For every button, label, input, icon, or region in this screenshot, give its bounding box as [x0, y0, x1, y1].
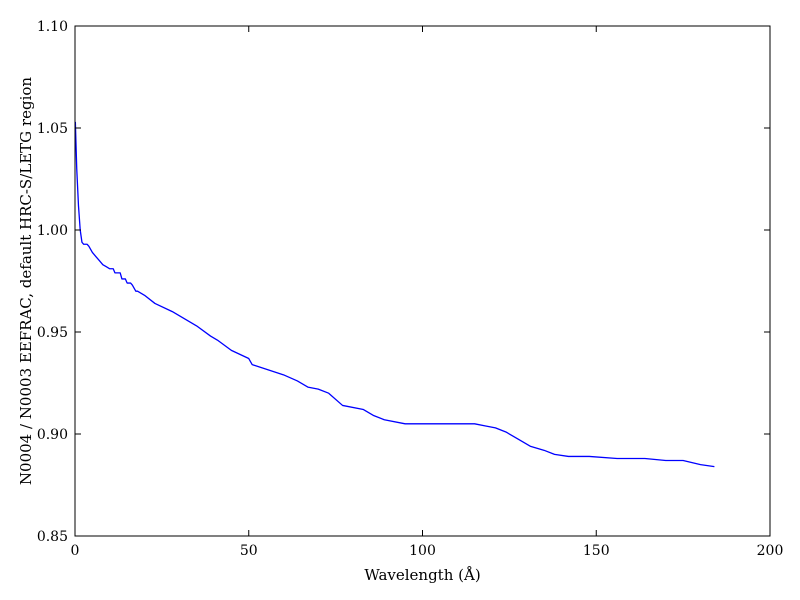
y-tick-label: 1.00: [37, 223, 68, 239]
tick-labels: 0 50 100 150 200 0.85 0.90 0.95 1.00 1.05 1.10: [37, 19, 784, 559]
axes-frame: [74, 25, 771, 537]
x-tick-label: 100: [409, 543, 436, 559]
x-tick-label: 200: [757, 543, 784, 559]
y-tick-label: 1.05: [37, 121, 68, 137]
y-tick-label: 0.95: [37, 325, 68, 341]
x-tick-label: 50: [240, 543, 258, 559]
y-tick-label: 1.10: [37, 19, 68, 35]
y-axis-label: N0004 / N0003 EEFRAC, default HRC-S/LETG…: [17, 77, 35, 485]
y-tick-label: 0.90: [37, 427, 68, 443]
y-tick-label: 0.85: [37, 529, 68, 545]
x-axis-label: Wavelength (Å): [364, 566, 480, 584]
series-line-0: [74, 121, 715, 468]
x-tick-label: 0: [71, 543, 80, 559]
x-tick-label: 150: [583, 543, 610, 559]
plot-area: [74, 121, 715, 468]
